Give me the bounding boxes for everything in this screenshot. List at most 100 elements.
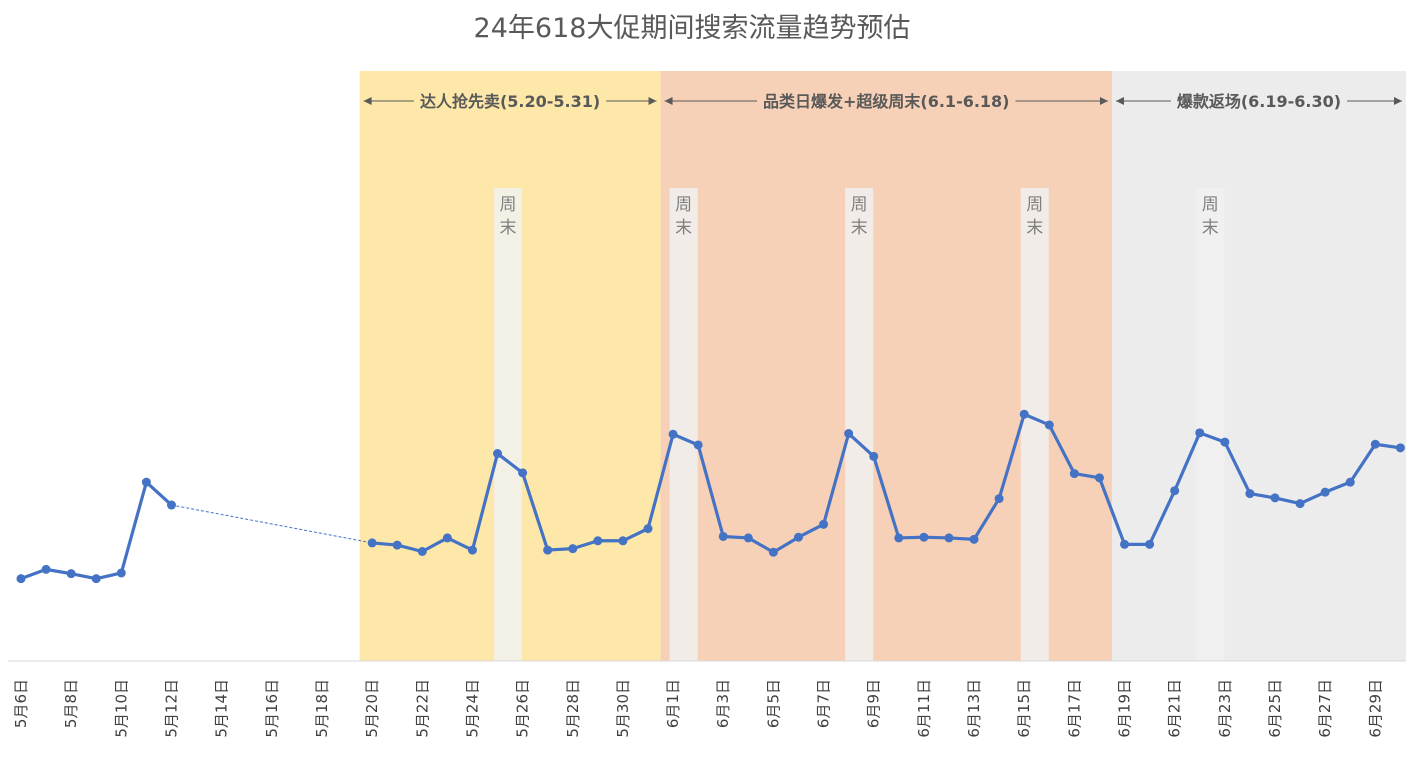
x-tick-label: 6月25日: [1266, 679, 1284, 738]
phase-band: [1111, 71, 1406, 661]
data-point: [1320, 487, 1330, 497]
x-tick-label: 6月17日: [1065, 679, 1083, 738]
phase-arrowhead-left: [363, 97, 372, 105]
data-point: [793, 532, 803, 542]
data-point: [1170, 486, 1180, 496]
x-tick-label: 5月8日: [62, 679, 80, 728]
phase-arrowhead-right: [648, 97, 657, 105]
x-tick-label: 6月1日: [664, 679, 682, 728]
data-point: [66, 569, 76, 579]
data-point: [1270, 493, 1280, 503]
x-tick-label: 5月6日: [12, 679, 30, 728]
phase-arrowhead-left: [664, 97, 673, 105]
x-tick-label: 6月15日: [1015, 679, 1033, 738]
x-tick-label: 6月29日: [1366, 679, 1384, 738]
data-point: [593, 536, 603, 546]
data-point: [1044, 420, 1054, 430]
weekend-label: 末: [1202, 218, 1219, 238]
data-point: [518, 468, 528, 478]
data-point: [41, 564, 51, 574]
weekend-label: 周: [675, 195, 692, 215]
x-tick-label: 6月23日: [1216, 679, 1234, 738]
data-point: [944, 533, 954, 543]
weekend-label: 末: [1026, 218, 1043, 238]
data-point: [869, 451, 879, 461]
weekend-label: 周: [851, 195, 868, 215]
weekend-band: [845, 188, 874, 661]
phase-arrowhead-right: [1099, 97, 1108, 105]
data-point: [568, 544, 578, 554]
data-point: [668, 429, 678, 439]
data-point: [1069, 469, 1079, 479]
phase-labels: 达人抢先卖(5.20-5.31) 品类日爆发+超级周末(6.1-6.18) 爆款返场…: [363, 92, 1402, 111]
x-tick-label: 5月18日: [313, 679, 331, 738]
x-tick-label: 6月9日: [865, 679, 883, 728]
weekend-band: [1020, 188, 1049, 661]
data-point: [91, 574, 101, 584]
data-point: [1220, 437, 1230, 447]
data-point: [1345, 477, 1355, 487]
x-tick-label: 5月28日: [564, 679, 582, 738]
data-point: [1120, 539, 1130, 549]
phase-label: 达人抢先卖(5.20-5.31): [420, 92, 600, 111]
phase-label: 爆款返场(6.19-6.30): [1177, 92, 1341, 111]
data-point: [367, 538, 377, 548]
data-point: [166, 500, 176, 510]
weekend-label: 末: [675, 218, 692, 238]
data-point: [894, 533, 904, 543]
data-point: [718, 531, 728, 541]
weekend-label: 周: [500, 195, 517, 215]
weekend-label: 周: [1202, 195, 1219, 215]
data-point: [1245, 489, 1255, 499]
chart-title: 24年618大促期间搜索流量趋势预估: [473, 13, 911, 44]
series-points: [16, 409, 1405, 584]
phase-arrowhead-left: [1115, 97, 1124, 105]
x-tick-label: 6月3日: [714, 679, 732, 728]
data-point: [16, 574, 26, 584]
data-point: [1395, 443, 1405, 453]
phase-label: 品类日爆发+超级周末(6.1-6.18): [763, 92, 1010, 111]
x-tick-label: 5月10日: [112, 679, 130, 738]
data-point: [693, 440, 703, 450]
data-point: [467, 545, 477, 555]
data-point: [819, 519, 829, 529]
data-point: [1295, 499, 1305, 509]
data-point: [969, 534, 979, 544]
data-point: [643, 524, 653, 534]
x-tick-label: 5月30日: [614, 679, 632, 738]
weekend-label: 周: [1026, 195, 1043, 215]
data-point: [844, 429, 854, 439]
data-point: [417, 547, 427, 557]
x-tick-label: 6月13日: [965, 679, 983, 738]
series-line-segment: [371, 412, 1401, 554]
weekend-band: [1196, 188, 1225, 661]
data-point: [1195, 428, 1205, 438]
data-point: [919, 532, 929, 542]
data-point: [618, 536, 628, 546]
data-point: [116, 568, 126, 578]
x-tick-label: 5月12日: [162, 679, 180, 738]
x-tick-label: 5月26日: [514, 679, 532, 738]
data-point: [1370, 439, 1380, 449]
data-point: [743, 533, 753, 543]
data-point: [543, 545, 553, 555]
x-tick-label: 5月16日: [263, 679, 281, 738]
data-point: [141, 477, 151, 487]
x-tick-label: 6月21日: [1166, 679, 1184, 738]
data-point: [1094, 473, 1104, 483]
weekend-band: [494, 188, 523, 661]
x-tick-label: 6月27日: [1316, 679, 1334, 738]
x-tick-label: 5月24日: [463, 679, 481, 738]
phase-arrowhead-right: [1394, 97, 1402, 105]
data-point: [493, 449, 503, 459]
data-point: [442, 533, 452, 543]
x-tick-label: 6月11日: [915, 679, 933, 738]
data-point: [1019, 409, 1029, 419]
weekend-label: 末: [500, 218, 517, 238]
x-tick-label: 6月7日: [815, 679, 833, 728]
x-tick-label: 6月19日: [1116, 679, 1134, 738]
x-tick-label: 5月20日: [363, 679, 381, 738]
x-tick-label: 5月14日: [213, 679, 231, 738]
